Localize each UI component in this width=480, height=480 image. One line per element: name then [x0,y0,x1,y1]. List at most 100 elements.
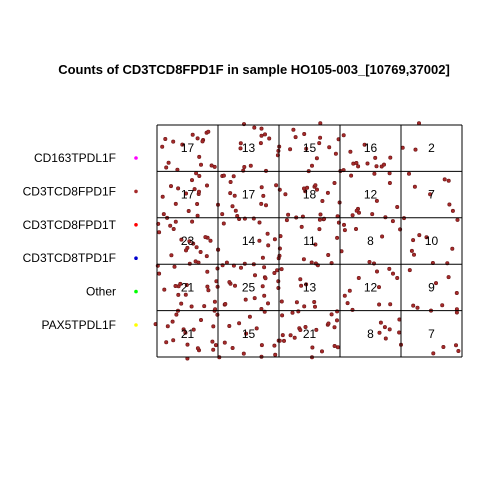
cell-point [265,301,270,306]
cell-point [198,250,203,255]
cell-point [205,269,210,274]
cell-point [374,198,379,203]
cell-point [332,181,337,186]
cell-point [312,299,317,304]
cell-point [347,288,352,293]
cell-point [208,238,213,243]
cell-point [349,173,354,178]
cell-point [200,139,205,144]
cell-point [190,132,195,137]
cell-point [314,156,319,161]
cell-point [446,275,451,280]
cell-point [341,133,346,138]
cell-point [221,221,226,226]
cell-point [387,266,392,271]
cell-count: 17 [181,141,195,155]
cell-point [313,242,318,247]
cell-point [213,343,218,348]
cell-count: 7 [428,188,435,202]
cell-point [299,283,304,288]
cell-point [273,352,278,357]
cell-point [259,126,264,131]
cell-point [171,139,176,144]
cell-point [367,259,372,264]
cell-point [165,324,170,329]
cell-point [341,222,346,227]
cell-point [350,213,355,218]
cell-point [262,265,267,270]
cell-point [260,255,265,260]
cell-point [259,343,264,348]
cell-count: 23 [181,234,195,248]
cell-point [412,184,417,189]
cell-point [334,318,339,323]
cell-point [333,151,338,156]
cell-point [258,141,263,146]
cell-point [164,165,169,170]
cell-point [376,285,381,290]
cell-point [387,171,392,176]
cell-count: 12 [364,280,378,294]
cell-point [191,327,196,332]
legend-marker [134,256,138,261]
cell-point [190,178,195,183]
cell-point [199,317,204,322]
cell-point [318,212,323,217]
cell-point [172,264,177,269]
cell-point [190,219,195,224]
cell-point [279,299,284,304]
cell-point [257,220,262,225]
cell-point [194,171,199,176]
cell-point [205,183,210,188]
cell-point [417,233,422,238]
cell-count: 14 [242,234,256,248]
cell-point [301,257,306,262]
cell-point [318,135,323,140]
cell-point [453,343,458,348]
cell-point [171,227,176,232]
legend-marker [134,223,138,227]
legend-label: CD3TCD8FPD1F [23,184,116,198]
cell-point [237,321,242,326]
cell-point [206,129,211,134]
cell-point [411,303,416,308]
cell-point [183,330,188,335]
cell-point [455,217,460,222]
cell-point [186,209,191,214]
cell-point [281,338,286,343]
cell-point [440,303,445,308]
cell-point [351,161,356,166]
cell-point [314,327,319,332]
cell-point [304,282,309,287]
cell-point [441,344,446,349]
cell-point [238,141,243,146]
cell-point [325,190,330,195]
cell-point [387,327,392,332]
chart-title: Counts of CD3TCD8FPD1F in sample HO105-0… [58,62,450,77]
cell-point [173,219,178,224]
cell-point [215,312,220,317]
cell-point [356,210,361,215]
cell-point [318,121,323,126]
cell-point [179,237,184,242]
cell-points [153,121,461,361]
cell-point [262,132,267,137]
legend-marker [134,189,138,194]
cell-point [259,201,264,206]
cell-point [272,237,277,242]
cell-point [160,144,165,149]
cell-point [313,183,318,188]
cell-point [184,191,189,196]
cell-point [181,327,186,332]
cell-point [262,293,267,298]
cell-point [400,145,405,150]
cell-point [272,270,277,275]
cell-point [276,148,281,153]
cell-count: 25 [242,280,256,294]
cell-point [288,147,293,152]
cell-point [431,351,436,356]
cell-point [317,141,322,146]
cell-point [169,184,174,189]
cell-point [356,164,361,169]
